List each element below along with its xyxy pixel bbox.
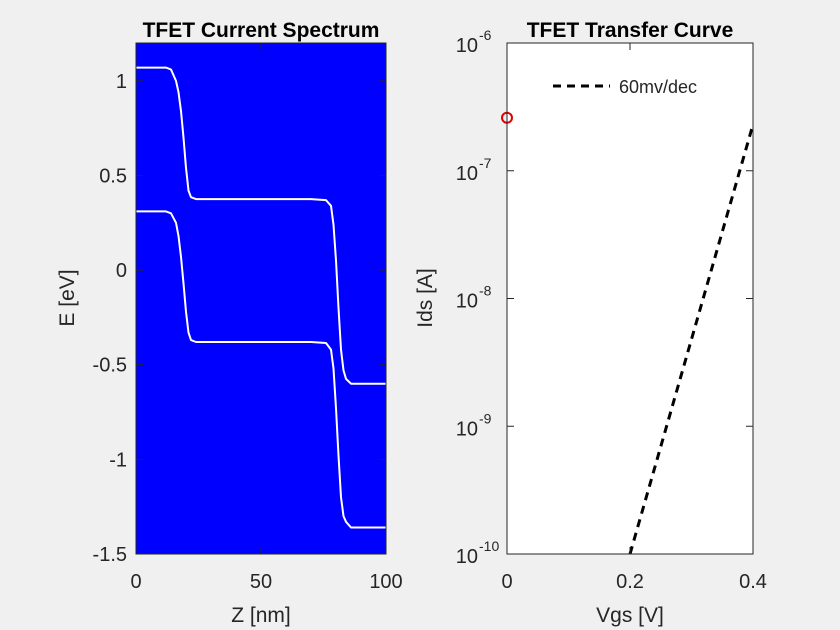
legend: 60mv/dec: [553, 77, 697, 97]
legend-label: 60mv/dec: [619, 77, 697, 97]
y-tick-exponent: -7: [479, 155, 492, 171]
y-tick-label: 10: [456, 418, 478, 440]
x-tick-label: 0: [130, 571, 141, 593]
transfer-chart-title: TFET Transfer Curve: [527, 19, 734, 42]
transfer-curve-axes: 0 0.2 0.410-610-710-810-910-10 TFET Transf…: [414, 19, 767, 627]
y-tick-label: 10: [456, 291, 478, 313]
band-y-axis-label: E [eV]: [56, 269, 79, 326]
y-tick-label: 10: [456, 35, 478, 57]
x-tick-label: 0.2: [616, 571, 644, 593]
y-tick-label: -1: [109, 449, 127, 471]
transfer-y-axis-label: Ids [A]: [414, 268, 437, 328]
band-plot-area: [136, 43, 386, 554]
y-tick-exponent: -9: [479, 410, 492, 426]
y-tick-label: 10: [456, 546, 478, 568]
y-tick-label: -1.5: [93, 544, 127, 566]
transfer-line-60mv-dec: [628, 124, 755, 555]
band-chart-title: TFET Current Spectrum: [143, 19, 380, 42]
x-tick-label: 0.4: [739, 571, 767, 593]
band-diagram-axes: 0 50 100 1 0.5 0 -0.5 -1 -1.5 TFET Current Spect…: [56, 19, 403, 627]
band-x-axis-label: Z [nm]: [231, 604, 291, 627]
transfer-x-axis-label: Vgs [V]: [596, 604, 664, 627]
band-line-2: [136, 210, 386, 529]
transfer-plot-area: [507, 43, 753, 554]
y-tick-exponent: -10: [479, 538, 499, 554]
y-tick-label: -0.5: [93, 355, 127, 377]
x-tick-label: 100: [369, 571, 402, 593]
y-tick-label: 0: [116, 260, 127, 282]
y-tick-label: 1: [116, 71, 127, 93]
y-tick-exponent: -8: [479, 283, 492, 299]
y-tick-label: 0.5: [99, 165, 127, 187]
y-tick-label: 10: [456, 163, 478, 185]
band-line-1: [136, 66, 386, 385]
y-tick-exponent: -6: [479, 27, 492, 43]
x-tick-label: 50: [250, 571, 272, 593]
x-tick-label: 0: [501, 571, 512, 593]
